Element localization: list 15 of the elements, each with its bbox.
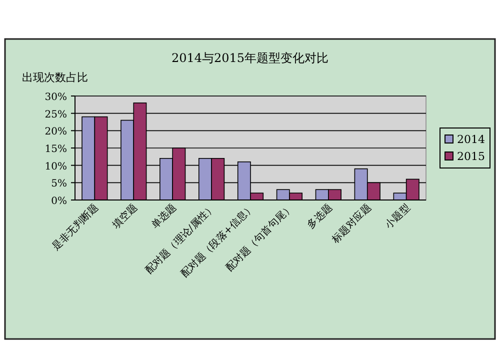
y-tick-label: 10% [44,161,67,172]
y-axis-title: 出现次数占比 [22,71,88,84]
x-tick-label: 填空题 [109,202,140,232]
x-tick-label: 小题型 [382,202,412,232]
y-tick-label: 5% [51,178,67,190]
x-tick-label: 多选题 [304,202,335,232]
y-tick-label: 25% [44,109,67,120]
y-tick-label: 0% [51,196,67,207]
legend-label: 2015 [457,150,485,163]
y-tick-label: 30% [44,92,67,103]
legend-label: 2014 [457,133,485,146]
y-tick-label: 20% [44,126,67,138]
y-tick-label: 15% [44,144,67,155]
chart-title: 2014与2015年题型变化对比 [171,51,329,65]
x-tick-label: 单选题 [149,202,179,232]
